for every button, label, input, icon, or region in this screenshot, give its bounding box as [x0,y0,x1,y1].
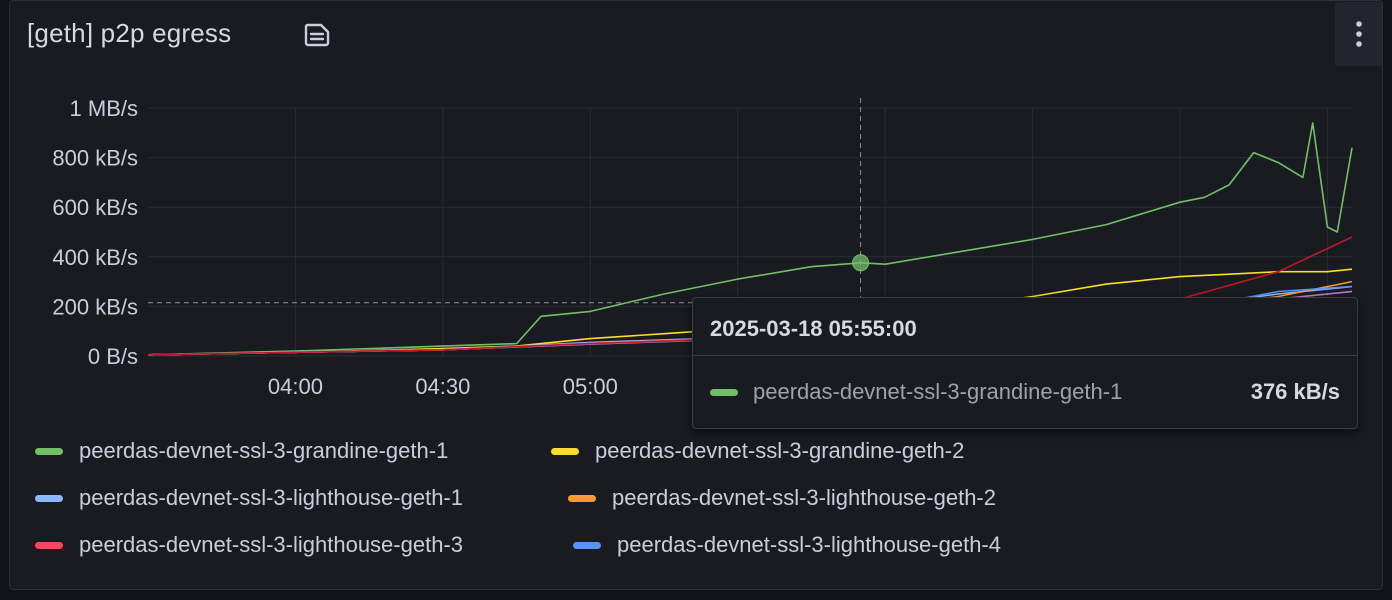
tooltip-time: 2025-03-18 05:55:00 [710,316,917,341]
legend-label: peerdas-devnet-ssl-3-lighthouse-geth-1 [79,485,463,510]
legend-item-3[interactable]: peerdas-devnet-ssl-3-lighthouse-geth-1 [35,485,463,511]
chart-tooltip: 2025-03-18 05:55:00 peerdas-devnet-ssl-3… [692,297,1358,429]
chart-legend: peerdas-devnet-ssl-3-grandine-geth-1 peer… [10,421,1382,571]
x-tick-label: 04:00 [268,374,323,399]
graph-panel: [geth] p2p egress 0 B/s 200 kB/s 400 kB/s 6… [9,0,1383,590]
cursor-point-1 [852,254,870,272]
tooltip-series-value: 376 kB/s [1250,379,1340,404]
legend-swatch [568,494,596,502]
series-line-1 [147,122,1353,356]
y-tick-label: 800 kB/s [52,146,138,171]
legend-label: peerdas-devnet-ssl-3-grandine-geth-2 [595,438,965,463]
panel-title: [geth] p2p egress [27,18,232,48]
legend-item-5[interactable]: peerdas-devnet-ssl-3-lighthouse-geth-3 [35,532,463,558]
kebab-menu-icon [1356,21,1362,47]
legend-label: peerdas-devnet-ssl-3-lighthouse-geth-4 [617,532,1001,557]
y-tick-label: 0 B/s [88,344,138,369]
y-axis-ticks: 0 B/s 200 kB/s 400 kB/s 600 kB/s 800 kB/s 1 M… [52,96,138,369]
legend-swatch [551,447,579,455]
x-tick-label: 05:00 [563,374,618,399]
legend-label: peerdas-devnet-ssl-3-grandine-geth-1 [79,438,449,463]
tooltip-series-name: peerdas-devnet-ssl-3-grandine-geth-1 [753,379,1123,404]
legend-swatch [35,447,63,455]
panel-menu-button[interactable] [1335,2,1382,66]
info-doc-icon[interactable] [303,22,331,48]
legend-swatch [35,494,63,502]
legend-item-6[interactable]: peerdas-devnet-ssl-3-lighthouse-geth-4 [573,532,1001,558]
y-tick-label: 400 kB/s [52,245,138,270]
legend-item-4[interactable]: peerdas-devnet-ssl-3-lighthouse-geth-2 [568,485,996,511]
tooltip-divider [693,355,1357,356]
legend-swatch [35,541,63,549]
y-tick-label: 1 MB/s [70,96,138,121]
tooltip-series-swatch [710,389,738,396]
legend-label: peerdas-devnet-ssl-3-lighthouse-geth-2 [612,485,996,510]
y-tick-label: 600 kB/s [52,195,138,220]
legend-swatch [573,541,601,549]
x-tick-label: 04:30 [415,374,470,399]
y-tick-label: 200 kB/s [52,294,138,319]
legend-item-2[interactable]: peerdas-devnet-ssl-3-grandine-geth-2 [551,438,964,464]
legend-label: peerdas-devnet-ssl-3-lighthouse-geth-3 [79,532,463,557]
legend-item-1[interactable]: peerdas-devnet-ssl-3-grandine-geth-1 [35,438,448,464]
